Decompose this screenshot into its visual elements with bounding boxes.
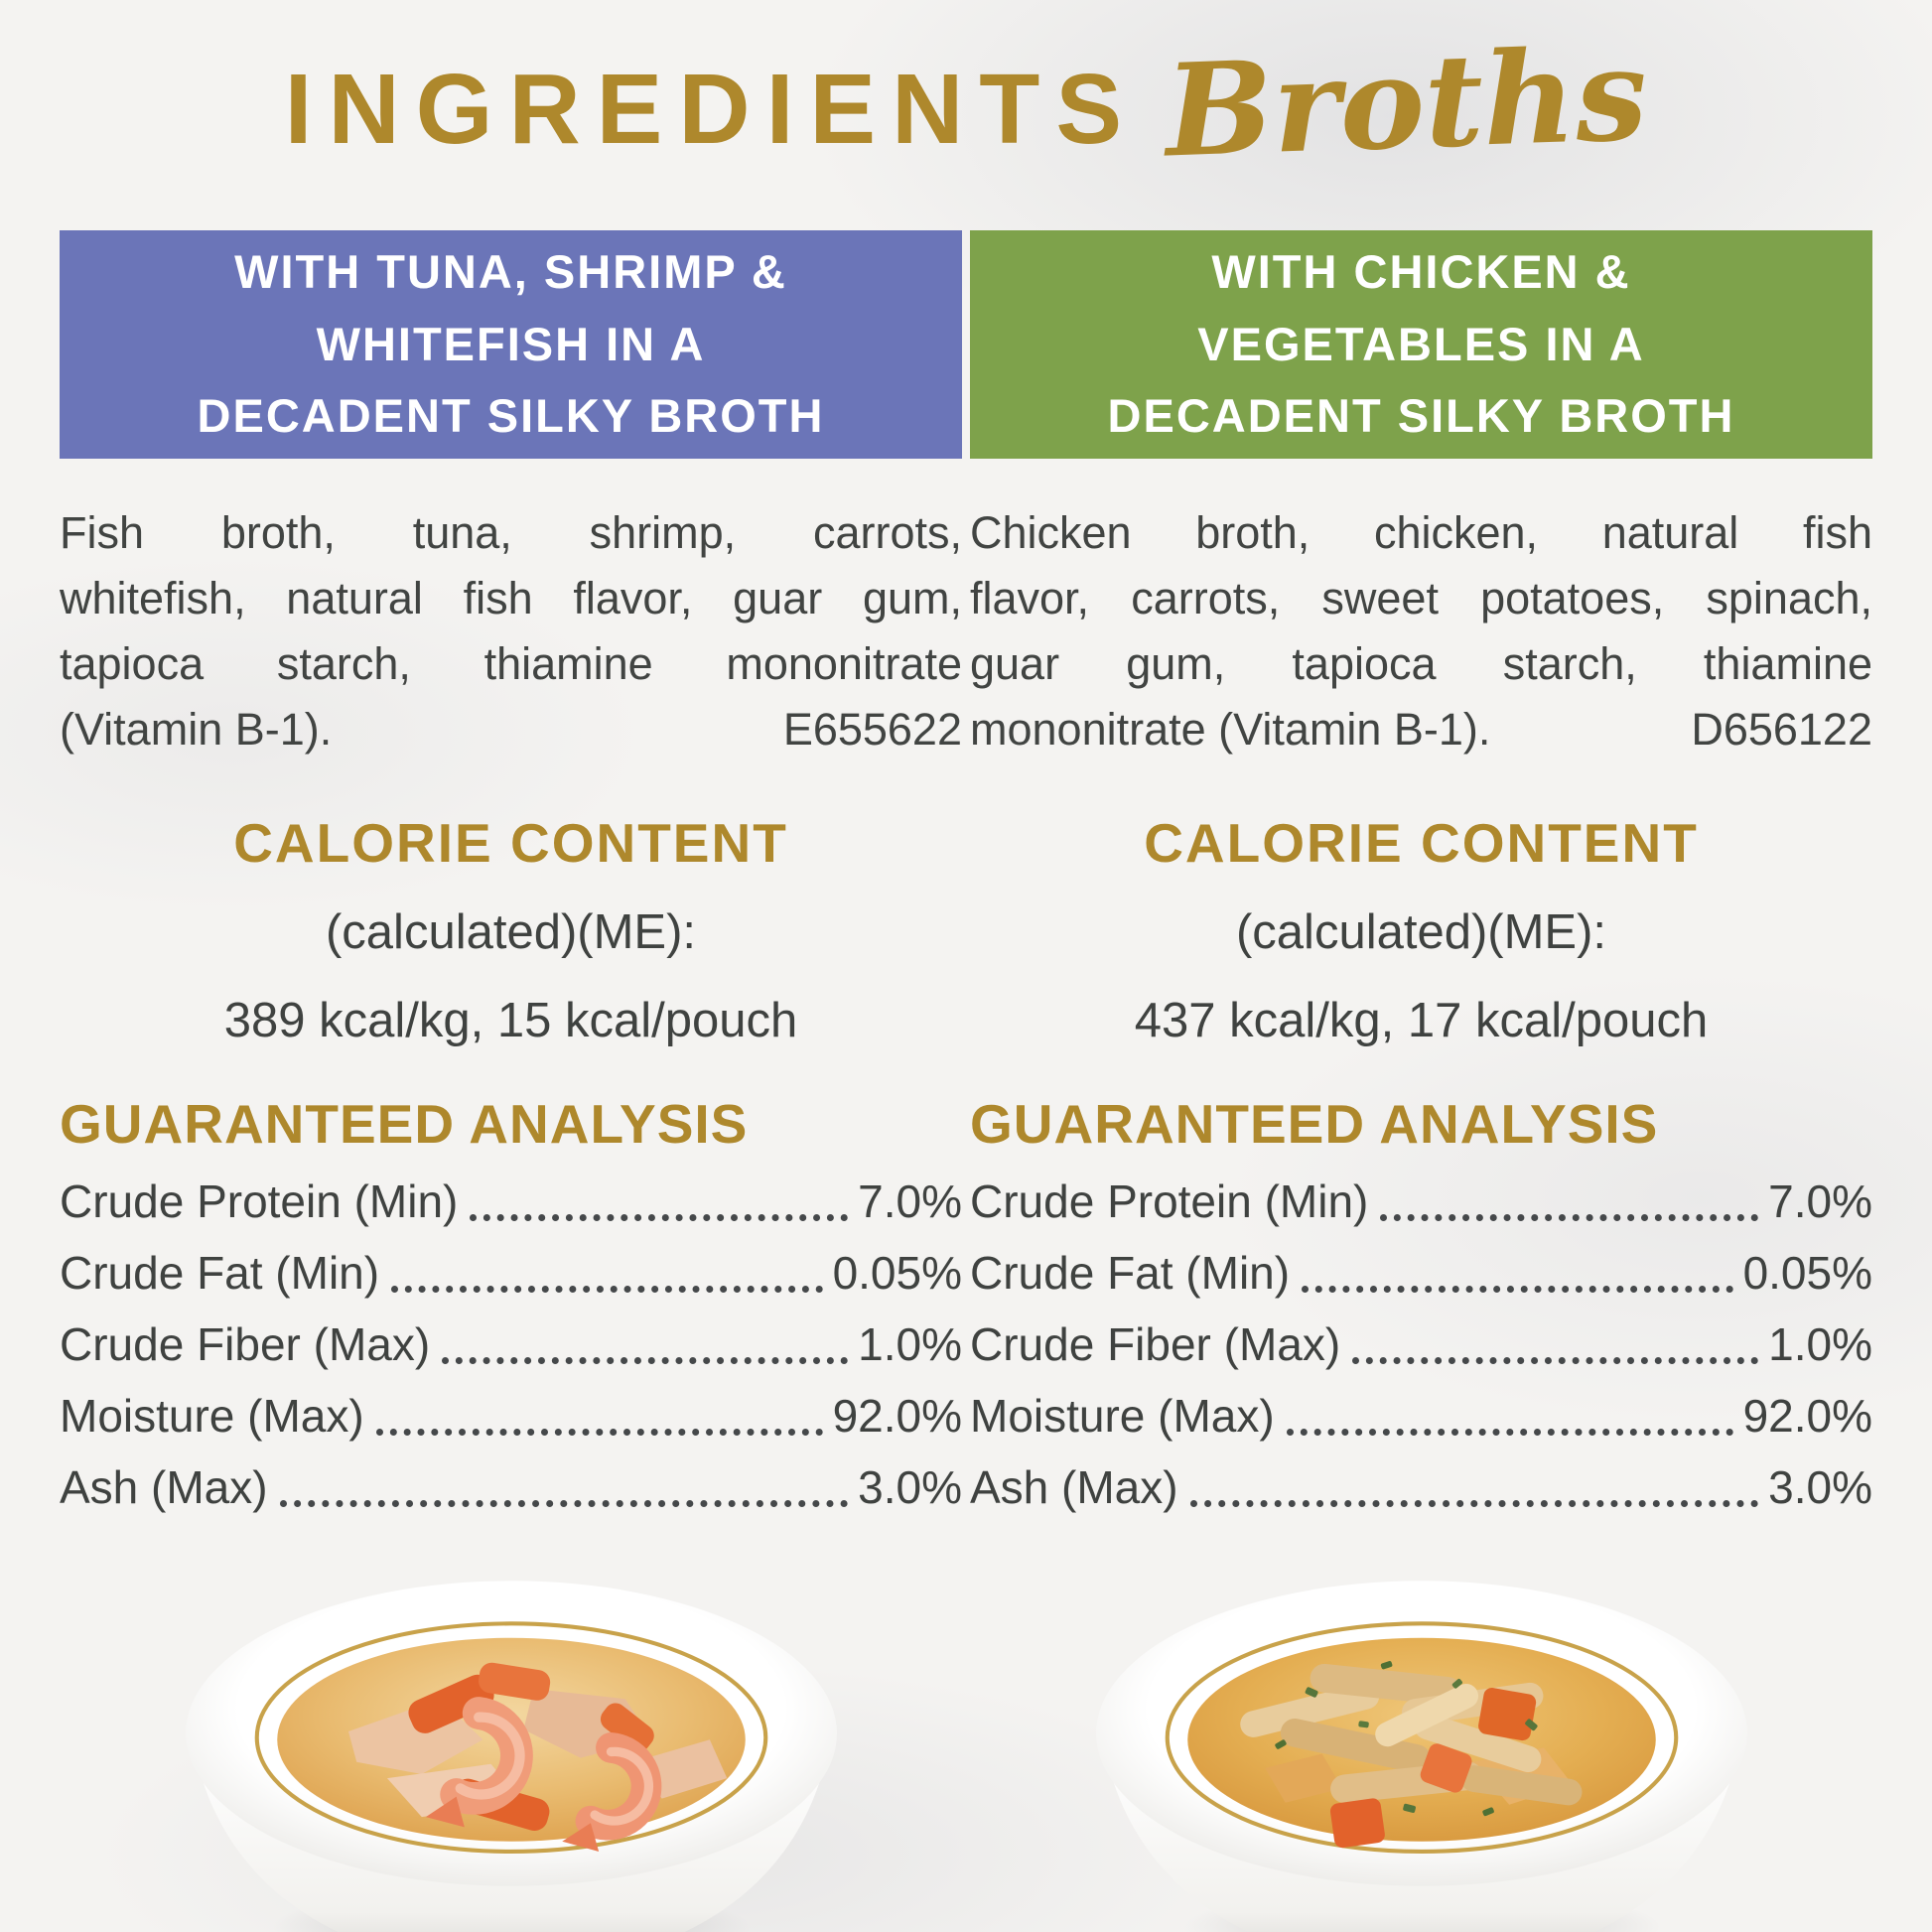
analysis-label: Crude Fat (Min) bbox=[970, 1247, 1291, 1299]
guaranteed-analysis-chicken: GUARANTEED ANALYSIS Crude Protein (Min) … bbox=[970, 1097, 1872, 1523]
ingredients-list-tuna: Fish broth, tuna, shrimp, carrots, white… bbox=[60, 500, 962, 762]
bowl-illustration bbox=[1095, 1581, 1747, 1932]
table-row: Crude Protein (Min) 7.0% bbox=[60, 1166, 962, 1237]
analysis-label: Crude Fiber (Max) bbox=[60, 1318, 431, 1370]
page-title: INGREDIENTS Broths bbox=[0, 0, 1932, 189]
dot-leader bbox=[1286, 1429, 1733, 1436]
dot-leader bbox=[442, 1357, 849, 1364]
calorie-heading: CALORIE CONTENT bbox=[233, 812, 788, 874]
banner-line: WHITEFISH IN A bbox=[316, 317, 706, 370]
banner-line: WITH TUNA, SHRIMP & bbox=[234, 244, 787, 298]
product-code: D656122 bbox=[1691, 704, 1872, 755]
ingredients-text: Fish broth, tuna, shrimp, carrots, bbox=[60, 507, 962, 558]
banner-line: VEGETABLES IN A bbox=[1197, 317, 1645, 370]
column-tuna-shrimp-whitefish: WITH TUNA, SHRIMP & WHITEFISH IN A DECAD… bbox=[60, 230, 962, 1932]
table-row: Crude Protein (Min) 7.0% bbox=[970, 1166, 1872, 1237]
ingredients-text: whitefish, natural fish flavor, guar gum… bbox=[60, 573, 962, 623]
calorie-content-tuna: CALORIE CONTENT (calculated)(ME): 389 kc… bbox=[60, 816, 962, 1045]
product-columns: WITH TUNA, SHRIMP & WHITEFISH IN A DECAD… bbox=[60, 230, 1872, 1932]
ingredients-last-line: (Vitamin B-1). E655622 bbox=[60, 697, 962, 762]
guaranteed-analysis-tuna: GUARANTEED ANALYSIS Crude Protein (Min) … bbox=[60, 1097, 962, 1523]
analysis-value: 1.0% bbox=[858, 1318, 962, 1370]
analysis-label: Crude Protein (Min) bbox=[970, 1175, 1369, 1227]
ingredients-text: mononitrate (Vitamin B-1). bbox=[970, 704, 1491, 755]
dot-leader bbox=[1352, 1357, 1759, 1364]
calorie-value: 437 kcal/kg, 17 kcal/pouch bbox=[1134, 994, 1709, 1047]
calorie-subheading: (calculated)(ME): bbox=[325, 905, 697, 959]
banner-line: DECADENT SILKY BROTH bbox=[197, 389, 825, 443]
analysis-value: 7.0% bbox=[858, 1175, 962, 1227]
banner-line: WITH CHICKEN & bbox=[1211, 244, 1631, 298]
dot-leader bbox=[1189, 1500, 1759, 1507]
analysis-label: Moisture (Max) bbox=[60, 1390, 364, 1442]
analysis-value: 92.0% bbox=[832, 1390, 962, 1442]
calorie-value: 389 kcal/kg, 15 kcal/pouch bbox=[223, 994, 798, 1047]
analysis-heading: GUARANTEED ANALYSIS bbox=[60, 1093, 749, 1155]
column-chicken-vegetables: WITH CHICKEN & VEGETABLES IN A DECADENT … bbox=[970, 230, 1872, 1932]
tuna-shrimp-bowl-image bbox=[60, 1569, 962, 1932]
analysis-label: Crude Protein (Min) bbox=[60, 1175, 459, 1227]
table-row: Moisture (Max) 92.0% bbox=[970, 1380, 1872, 1451]
analysis-label: Crude Fiber (Max) bbox=[970, 1318, 1341, 1370]
table-row: Ash (Max) 3.0% bbox=[60, 1451, 962, 1523]
dot-leader bbox=[391, 1286, 823, 1293]
dot-leader bbox=[1302, 1286, 1733, 1293]
table-row: Crude Fiber (Max) 1.0% bbox=[970, 1309, 1872, 1380]
bowl-illustration bbox=[185, 1581, 837, 1932]
chicken-vegetable-bowl-image bbox=[970, 1569, 1872, 1932]
table-row: Crude Fat (Min) 0.05% bbox=[60, 1237, 962, 1309]
analysis-label: Crude Fat (Min) bbox=[60, 1247, 380, 1299]
dot-leader bbox=[470, 1214, 849, 1221]
table-row: Crude Fat (Min) 0.05% bbox=[970, 1237, 1872, 1309]
analysis-value: 0.05% bbox=[1742, 1247, 1872, 1299]
product-code: E655622 bbox=[782, 704, 962, 755]
calorie-subheading: (calculated)(ME): bbox=[1235, 905, 1607, 959]
dot-leader bbox=[375, 1429, 823, 1436]
calorie-heading: CALORIE CONTENT bbox=[1144, 812, 1699, 874]
dot-leader bbox=[279, 1500, 849, 1507]
analysis-table: Crude Protein (Min) 7.0% Crude Fat (Min)… bbox=[60, 1166, 962, 1523]
variety-banner-chicken: WITH CHICKEN & VEGETABLES IN A DECADENT … bbox=[970, 230, 1872, 459]
ingredients-text: flavor, carrots, sweet potatoes, spinach… bbox=[970, 573, 1872, 623]
analysis-value: 92.0% bbox=[1742, 1390, 1872, 1442]
banner-line: DECADENT SILKY BROTH bbox=[1107, 389, 1735, 443]
ingredients-text: (Vitamin B-1). bbox=[60, 704, 333, 755]
dot-leader bbox=[1380, 1214, 1759, 1221]
table-row: Crude Fiber (Max) 1.0% bbox=[60, 1309, 962, 1380]
analysis-label: Ash (Max) bbox=[970, 1461, 1178, 1513]
analysis-value: 3.0% bbox=[1768, 1461, 1872, 1513]
title-broths-script: Broths bbox=[1163, 20, 1650, 187]
analysis-value: 1.0% bbox=[1768, 1318, 1872, 1370]
table-row: Moisture (Max) 92.0% bbox=[60, 1380, 962, 1451]
variety-banner-tuna: WITH TUNA, SHRIMP & WHITEFISH IN A DECAD… bbox=[60, 230, 962, 459]
title-ingredients: INGREDIENTS bbox=[284, 54, 1139, 165]
ingredients-text: tapioca starch, thiamine mononitrate bbox=[60, 638, 962, 689]
calorie-content-chicken: CALORIE CONTENT (calculated)(ME): 437 kc… bbox=[970, 816, 1872, 1045]
analysis-value: 7.0% bbox=[1768, 1175, 1872, 1227]
ingredients-list-chicken: Chicken broth, chicken, natural fish fla… bbox=[970, 500, 1872, 762]
ingredients-last-line: mononitrate (Vitamin B-1). D656122 bbox=[970, 697, 1872, 762]
analysis-value: 0.05% bbox=[832, 1247, 962, 1299]
analysis-value: 3.0% bbox=[858, 1461, 962, 1513]
ingredients-text: Chicken broth, chicken, natural fish bbox=[970, 507, 1872, 558]
analysis-label: Moisture (Max) bbox=[970, 1390, 1275, 1442]
ingredients-text: guar gum, tapioca starch, thiamine bbox=[970, 638, 1872, 689]
analysis-table: Crude Protein (Min) 7.0% Crude Fat (Min)… bbox=[970, 1166, 1872, 1523]
analysis-heading: GUARANTEED ANALYSIS bbox=[970, 1093, 1659, 1155]
table-row: Ash (Max) 3.0% bbox=[970, 1451, 1872, 1523]
analysis-label: Ash (Max) bbox=[60, 1461, 268, 1513]
